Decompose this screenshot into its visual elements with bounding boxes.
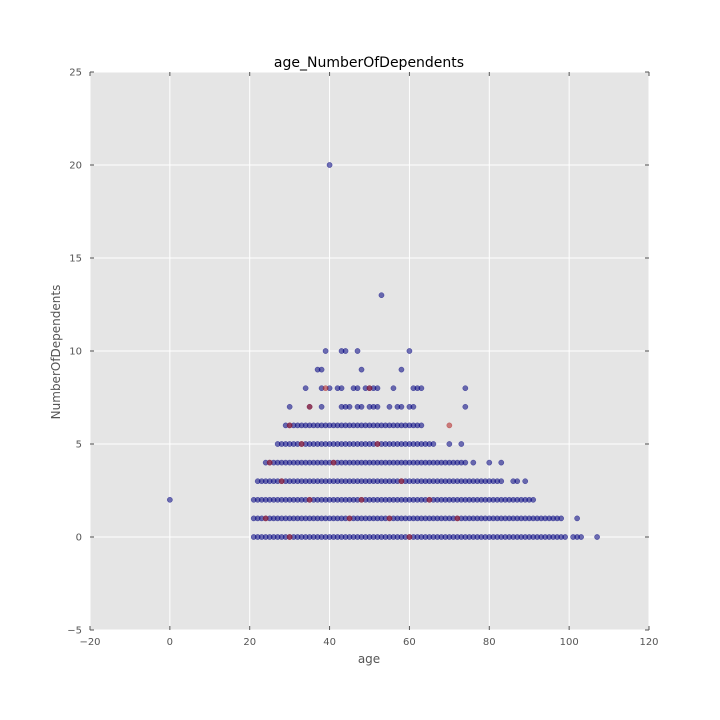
data-point [298,441,305,447]
chart-title: age_NumberOfDependents [274,55,464,71]
data-point [358,366,365,373]
data-point [498,459,505,466]
x-tick-label: 20 [243,637,256,648]
data-point [318,366,325,373]
data-point [558,515,565,522]
data-point [462,459,469,466]
data-point [358,403,365,410]
data-point [446,422,453,429]
y-tick-label: 20 [69,161,82,172]
data-point [522,478,529,485]
data-point [322,385,329,392]
data-point [562,534,569,540]
data-point [406,348,413,354]
data-point [262,515,269,522]
x-tick-label: 120 [639,637,658,648]
data-point [286,403,293,410]
data-point [306,403,313,410]
data-point [462,385,469,392]
data-point [574,515,580,522]
data-point [410,403,417,410]
data-point [426,496,433,503]
data-point [354,385,361,392]
data-point [454,515,461,522]
data-point [374,403,381,410]
data-point [318,403,325,410]
data-point [406,534,413,540]
data-point [167,496,173,503]
data-point [578,534,584,540]
data-point [398,478,405,485]
data-point [378,292,385,299]
axis-ticks: −20 0 20 40 60 80 100 120 −5 0 5 10 15 20 25 [67,68,658,649]
data-point [398,366,405,373]
data-point [286,422,293,429]
x-tick-label: 100 [560,637,579,648]
data-point [342,348,349,354]
x-tick-label: 80 [483,637,496,648]
x-axis-label: age [358,652,380,666]
data-point [458,441,465,447]
data-point [514,478,521,485]
data-point [462,403,469,410]
data-point [430,441,437,447]
y-tick-label: −5 [67,626,82,637]
data-points [167,162,600,540]
data-point [346,515,353,522]
y-axis-label: NumberOfDependents [49,285,63,420]
x-tick-label: 60 [403,637,416,648]
data-point [306,496,313,503]
data-point [446,441,453,447]
data-point [286,534,293,540]
x-tick-label: −20 [79,637,100,648]
data-point [374,441,381,447]
data-point [326,162,333,168]
data-point [418,385,425,392]
data-point [366,385,373,392]
data-point [322,348,329,354]
x-tick-label: 40 [323,637,336,648]
data-point [386,515,393,522]
y-tick-label: 0 [76,533,82,544]
data-point [358,496,365,503]
data-point [374,385,381,392]
data-point [470,459,477,466]
data-point [530,496,537,503]
data-point [498,478,505,485]
data-point [594,534,600,540]
y-tick-label: 5 [76,440,82,451]
x-tick-label: 0 [167,637,173,648]
y-tick-label: 10 [69,347,82,358]
y-tick-label: 15 [69,254,82,265]
data-point [346,403,353,410]
y-tick-label: 25 [69,68,82,79]
data-point [486,459,493,466]
data-point [266,459,273,466]
data-point [330,459,337,466]
data-point [338,385,345,392]
data-point [354,348,361,354]
data-point [398,403,405,410]
data-point [386,403,393,410]
data-point [390,385,397,392]
data-point [278,478,285,485]
data-point [418,422,425,429]
data-point [302,385,309,392]
